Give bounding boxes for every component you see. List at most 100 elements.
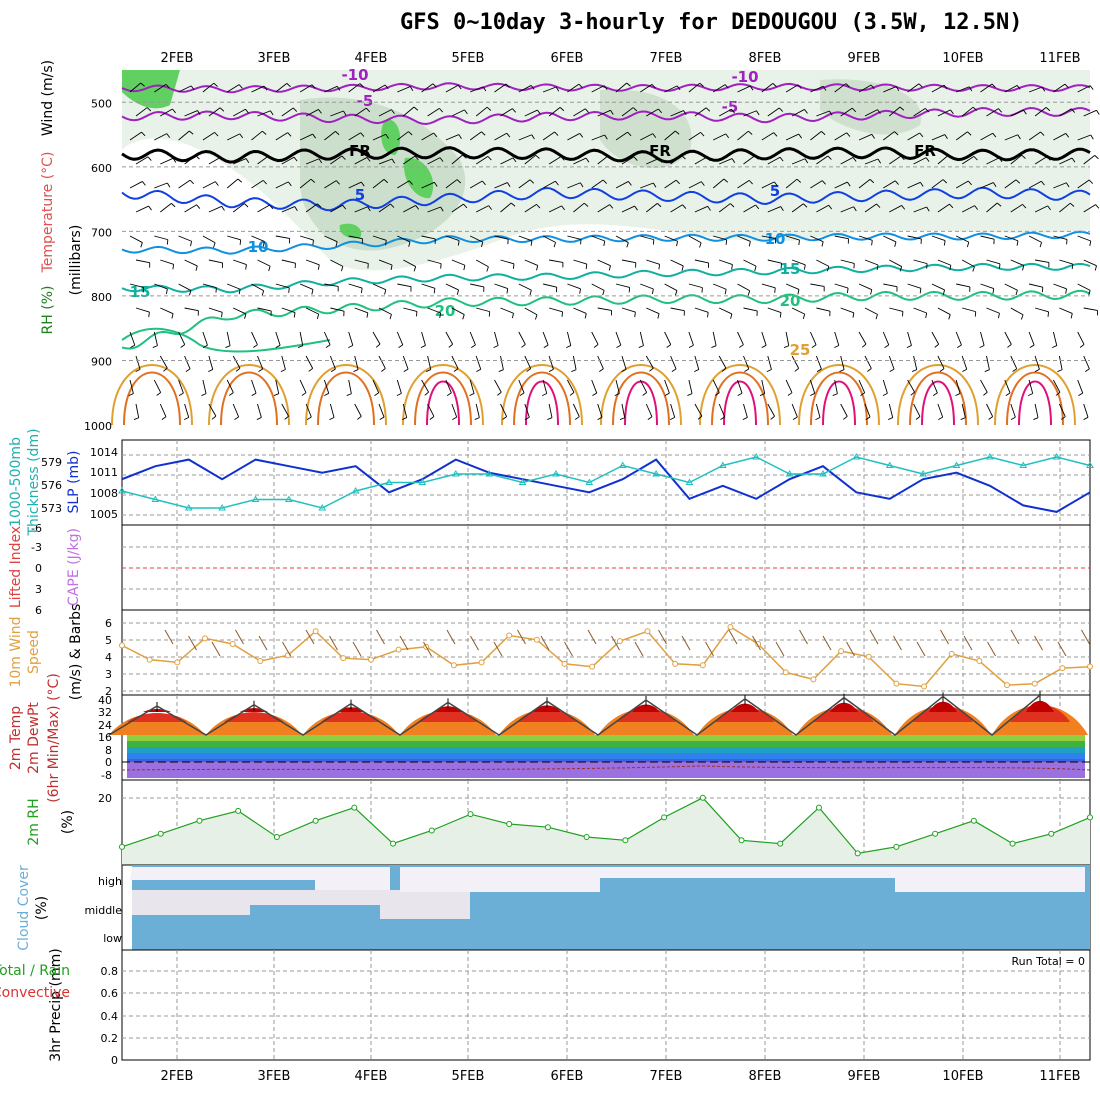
wind-barb-flag	[657, 203, 662, 208]
wind10-barb	[775, 641, 785, 657]
wind-barb	[646, 259, 660, 265]
wind-barb-flag	[798, 133, 803, 139]
wind-barb	[372, 84, 386, 93]
rh-area-dark	[404, 157, 434, 199]
wind-barb	[1077, 134, 1091, 141]
wind-barb-flag	[486, 266, 489, 272]
wind-barb	[834, 283, 849, 289]
wind-barb	[251, 85, 265, 93]
wind-barb	[208, 403, 217, 417]
thickness-marker	[585, 478, 594, 485]
wind-barb	[713, 283, 727, 290]
wind-barb-flag	[244, 313, 247, 319]
wind-barb	[1059, 202, 1071, 213]
wind-barb-flag	[273, 393, 279, 396]
wind-barb	[986, 259, 1001, 265]
wind-barb-flag	[770, 415, 775, 420]
wind-barb-flag	[1040, 180, 1045, 186]
wind-barb-flag	[829, 110, 833, 116]
wind-barb-flag	[439, 108, 444, 113]
wind-barb-flag	[780, 206, 784, 211]
wind-barb-flag	[939, 368, 945, 372]
wind10-barb	[376, 629, 385, 645]
wind-barb	[178, 283, 192, 291]
wind-barb	[980, 132, 993, 141]
wind-barb	[129, 283, 144, 288]
lifted-index-label: Lifted Index	[8, 526, 24, 608]
wind-barb-flag	[603, 85, 608, 90]
wind-barb	[566, 331, 572, 346]
wind-barb-flag	[526, 368, 531, 372]
wind-barb	[567, 283, 581, 290]
wind-barb	[1034, 307, 1049, 313]
wind-barb-flag	[476, 368, 481, 373]
wind-barb	[427, 307, 441, 314]
wind-barb	[330, 307, 345, 312]
wind-barb-flag	[456, 289, 460, 295]
warm-contour-loop	[624, 380, 658, 426]
wind-barb-flag	[1094, 265, 1097, 271]
wind-barb	[961, 259, 975, 268]
wind-barb-flag	[262, 180, 267, 185]
wind10-barb	[305, 629, 315, 645]
wind-barb	[494, 83, 507, 93]
rh-marker	[661, 814, 668, 821]
wind-barb	[233, 259, 247, 265]
temp-contour-line	[121, 146, 1091, 164]
wind-barb-flag	[748, 241, 751, 247]
axis-tick: 3	[105, 668, 112, 681]
wind-barb-flag	[944, 134, 948, 139]
wind-barb	[907, 283, 922, 289]
wind-barb	[907, 331, 912, 346]
thickness-marker	[752, 453, 761, 460]
wind-barb-flag	[263, 85, 268, 91]
wind-barb-flag	[798, 240, 800, 246]
rh-area-mid	[820, 79, 922, 135]
axis-tick: 0.6	[101, 987, 119, 1000]
wind-barb	[500, 403, 508, 417]
wind-barb-flag	[619, 417, 625, 420]
wind-barb-flag	[148, 205, 152, 211]
wind-barb-flag	[988, 416, 993, 420]
wind-barb	[421, 181, 435, 189]
warm-contour-loop	[123, 371, 181, 426]
wind-barb	[1034, 205, 1048, 213]
wind-barb-flag	[414, 155, 419, 161]
wind-barb	[694, 355, 700, 370]
wind-barb-flag	[452, 416, 457, 421]
rh-marker	[738, 837, 745, 844]
wind-barb	[961, 205, 975, 213]
wind-barb-flag	[389, 314, 392, 320]
wind-barb-flag	[725, 133, 730, 139]
wind-barb-flag	[446, 392, 452, 396]
wind-barb	[816, 155, 829, 165]
wind-barb-flag	[967, 131, 972, 136]
wind-barb	[591, 379, 598, 394]
wind-barb	[160, 259, 174, 265]
wind-barb	[785, 379, 793, 393]
wind-barb	[785, 133, 799, 141]
wind-barb	[713, 235, 727, 241]
wind-barb	[159, 403, 167, 417]
wind-speed-marker	[506, 632, 513, 639]
wind-barb-flag	[292, 107, 298, 112]
rh-marker	[273, 834, 280, 841]
wind-barb-flag	[346, 393, 352, 396]
wind-barb-flag	[1057, 369, 1063, 372]
wind-barb	[639, 379, 648, 393]
wind10-barb	[329, 635, 338, 651]
warm-contour-loop	[317, 371, 375, 426]
wind-speed-marker	[865, 653, 872, 660]
wind-barb-flag	[895, 86, 900, 91]
wind-barb	[816, 110, 830, 117]
thickness-marker	[118, 487, 126, 494]
wind-barb	[719, 259, 733, 265]
wind-barb	[864, 203, 877, 213]
wind-barb	[202, 131, 215, 141]
wind-barb	[767, 307, 782, 313]
wind-barb	[597, 403, 603, 418]
wind-barb-flag	[215, 181, 219, 186]
wind-barb	[299, 331, 304, 346]
axis-tick: 6	[105, 617, 112, 630]
wind-barb	[348, 235, 363, 240]
